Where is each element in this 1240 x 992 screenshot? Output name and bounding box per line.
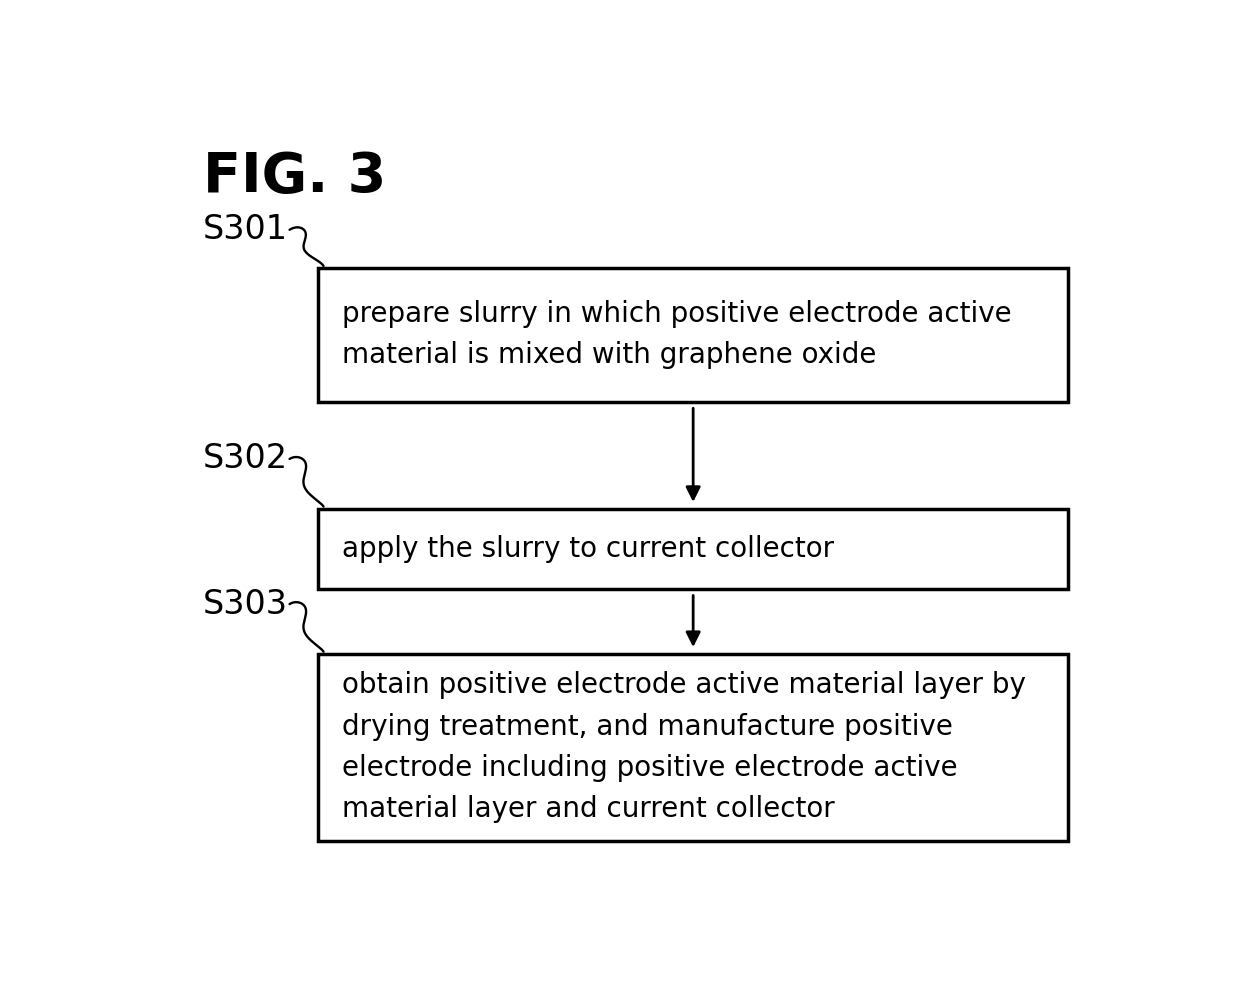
- Text: apply the slurry to current collector: apply the slurry to current collector: [342, 535, 835, 562]
- Text: FIG. 3: FIG. 3: [203, 150, 387, 203]
- Text: S301: S301: [203, 213, 288, 246]
- Text: S302: S302: [203, 442, 288, 475]
- Text: obtain positive electrode active material layer by
drying treatment, and manufac: obtain positive electrode active materia…: [342, 672, 1027, 823]
- Text: S303: S303: [203, 587, 288, 621]
- Text: prepare slurry in which positive electrode active
material is mixed with graphen: prepare slurry in which positive electro…: [342, 301, 1012, 369]
- Bar: [319, 654, 1068, 841]
- Bar: [319, 268, 1068, 402]
- Bar: [319, 509, 1068, 589]
